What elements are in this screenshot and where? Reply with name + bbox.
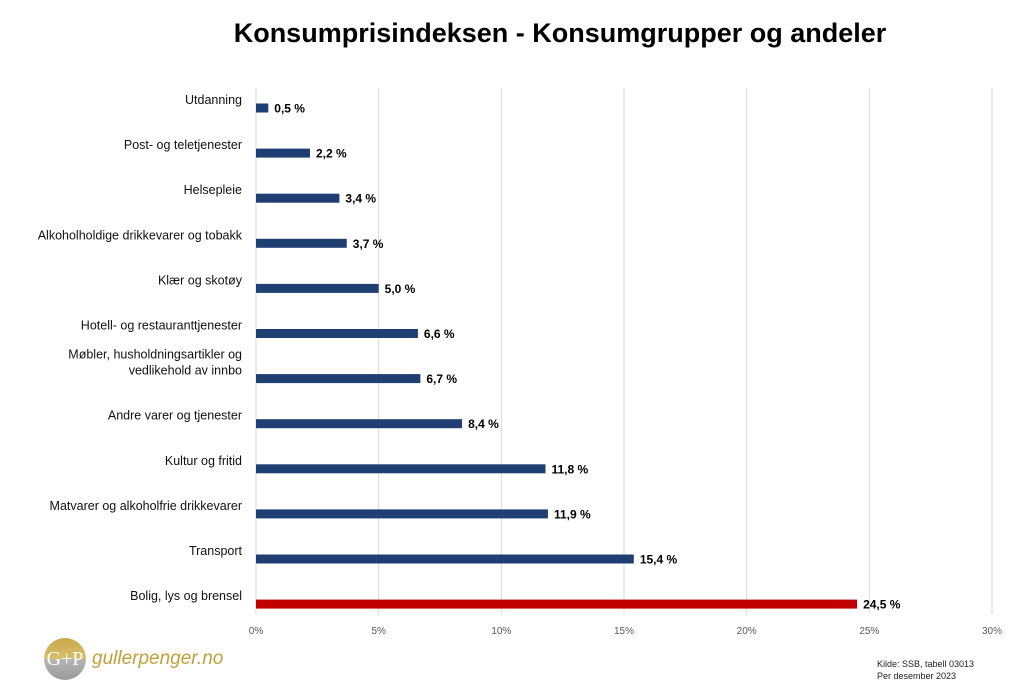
category-label: Matvarer og alkoholfrie drikkevarer [50, 499, 242, 513]
x-tick-label: 0% [249, 626, 264, 637]
category-label: Møbler, husholdningsartikler og [68, 348, 242, 362]
category-label: Transport [189, 544, 243, 558]
bar [256, 374, 421, 384]
bar [256, 509, 548, 519]
category-label: Post- og teletjenester [124, 138, 242, 152]
logo: G+P gullerpenger.no [44, 638, 223, 680]
bar [256, 193, 340, 203]
x-tick-label: 5% [371, 626, 386, 637]
bar [256, 599, 858, 609]
logo-mark: G+P [44, 638, 86, 680]
category-label: vedlikehold av innbo [129, 364, 242, 378]
data-label: 8,4 % [468, 417, 499, 431]
category-label: Utdanning [185, 93, 242, 107]
data-label: 6,6 % [424, 327, 455, 341]
data-label: 15,4 % [640, 553, 678, 567]
category-label: Helsepleie [184, 183, 242, 197]
logo-text: gullerpenger.no [92, 648, 224, 669]
category-label: Klær og skotøy [158, 273, 243, 287]
chart-title: Konsumprisindeksen - Konsumgrupper og an… [233, 18, 887, 48]
bar [256, 419, 463, 429]
bar [256, 329, 418, 338]
data-label: 2,2 % [316, 147, 347, 161]
source-line: Kilde: SSB, tabell 03013 [877, 659, 975, 669]
bar [256, 464, 546, 474]
data-label: 5,0 % [385, 282, 416, 296]
data-label: 6,7 % [426, 372, 457, 386]
category-label: Andre varer og tjenester [108, 409, 242, 423]
bar [256, 283, 379, 293]
bar [256, 103, 269, 113]
date-line: Per desember 2023 [877, 671, 957, 681]
data-label: 11,9 % [554, 507, 591, 521]
category-label: Hotell- og restauranttjenester [81, 319, 242, 333]
data-label: 3,7 % [353, 237, 384, 251]
category-label: Bolig, lys og brensel [130, 589, 242, 603]
source-note: Kilde: SSB, tabell 03013 Per desember 20… [877, 658, 974, 682]
bar [256, 148, 310, 158]
category-label: Kultur og fritid [165, 454, 242, 468]
data-label: 11,8 % [551, 462, 588, 476]
x-tick-label: 25% [859, 626, 879, 637]
x-tick-label: 30% [982, 626, 1002, 637]
x-tick-label: 20% [737, 626, 757, 637]
x-tick-label: 10% [491, 626, 511, 637]
data-label: 3,4 % [345, 192, 376, 206]
bar [256, 554, 634, 564]
x-tick-label: 15% [614, 626, 634, 637]
data-label: 0,5 % [274, 102, 305, 116]
data-label: 24,5 % [863, 598, 901, 612]
bar [256, 238, 347, 248]
category-label: Alkoholholdige drikkevarer og tobakk [38, 228, 243, 242]
